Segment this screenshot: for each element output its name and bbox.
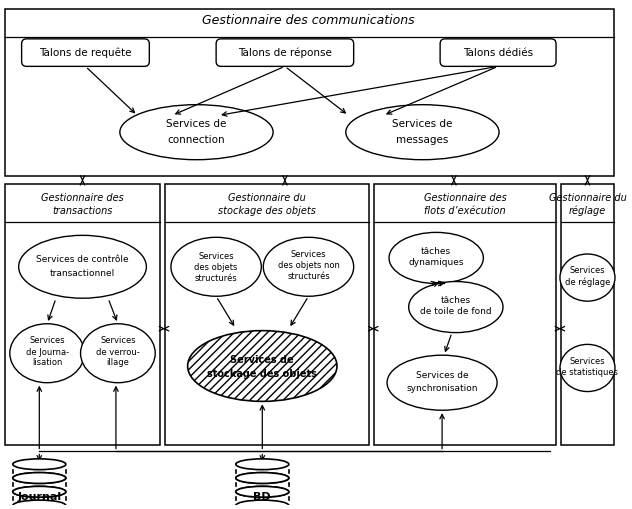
- Text: stockage des objets: stockage des objets: [218, 206, 316, 216]
- Text: Gestionnaire du: Gestionnaire du: [228, 193, 306, 203]
- Text: tâches: tâches: [441, 296, 471, 305]
- Ellipse shape: [13, 459, 66, 470]
- Ellipse shape: [13, 486, 66, 497]
- FancyBboxPatch shape: [216, 39, 354, 66]
- Text: tâches: tâches: [421, 246, 451, 256]
- Text: messages: messages: [396, 135, 449, 145]
- Text: flots d’exécution: flots d’exécution: [424, 206, 506, 216]
- Ellipse shape: [19, 235, 147, 298]
- Ellipse shape: [236, 472, 289, 484]
- Text: de verrou-: de verrou-: [96, 348, 140, 357]
- Text: Gestionnaire des communications: Gestionnaire des communications: [202, 14, 415, 26]
- Ellipse shape: [13, 500, 66, 509]
- Text: Services de contrôle: Services de contrôle: [36, 256, 129, 264]
- Ellipse shape: [236, 459, 289, 470]
- Ellipse shape: [120, 105, 273, 160]
- Text: de réglage: de réglage: [565, 278, 610, 287]
- Text: de statistiques: de statistiques: [557, 369, 619, 377]
- Bar: [5, 9, 614, 177]
- Ellipse shape: [560, 345, 615, 391]
- Text: Services: Services: [291, 250, 326, 260]
- Text: Gestionnaire des: Gestionnaire des: [41, 193, 124, 203]
- Text: Journal: Journal: [17, 492, 61, 502]
- Ellipse shape: [13, 472, 66, 484]
- Text: BD: BD: [253, 492, 271, 502]
- Ellipse shape: [389, 233, 483, 284]
- Ellipse shape: [236, 486, 289, 497]
- Text: lisation: lisation: [32, 358, 63, 366]
- Text: réglage: réglage: [569, 206, 606, 216]
- Text: Services: Services: [569, 357, 605, 365]
- Text: de toile de fond: de toile de fond: [420, 307, 492, 317]
- Text: structurés: structurés: [287, 272, 330, 281]
- Ellipse shape: [188, 331, 337, 402]
- Ellipse shape: [409, 281, 503, 332]
- FancyBboxPatch shape: [440, 39, 556, 66]
- Text: des objets: des objets: [195, 263, 238, 272]
- Text: Services de: Services de: [166, 119, 227, 129]
- Ellipse shape: [13, 486, 66, 497]
- Text: Services de: Services de: [416, 372, 468, 380]
- Ellipse shape: [387, 355, 497, 410]
- Text: connection: connection: [167, 135, 225, 145]
- Text: synchronisation: synchronisation: [406, 384, 478, 393]
- Text: transactionnel: transactionnel: [50, 269, 115, 278]
- Text: Services: Services: [569, 266, 605, 275]
- Ellipse shape: [346, 105, 499, 160]
- Ellipse shape: [560, 254, 615, 301]
- Text: de Journa-: de Journa-: [25, 348, 69, 357]
- Text: Services: Services: [29, 336, 65, 345]
- Ellipse shape: [80, 324, 155, 383]
- Text: Services: Services: [100, 336, 136, 345]
- Ellipse shape: [236, 486, 289, 497]
- Text: transactions: transactions: [52, 206, 112, 216]
- Ellipse shape: [171, 237, 261, 296]
- Text: Gestionnaire du: Gestionnaire du: [549, 193, 626, 203]
- Text: Talons dédiés: Talons dédiés: [463, 48, 533, 58]
- Text: dynamiques: dynamiques: [408, 259, 464, 267]
- Text: stockage des objets: stockage des objets: [207, 369, 317, 379]
- Text: Talons de requête: Talons de requête: [39, 47, 131, 58]
- Text: Gestionnaire des: Gestionnaire des: [424, 193, 506, 203]
- Text: structurés: structurés: [195, 274, 238, 283]
- Text: des objets non: des objets non: [277, 261, 339, 270]
- Bar: [561, 184, 614, 444]
- Text: Services de: Services de: [231, 355, 294, 365]
- Bar: [5, 184, 160, 444]
- Bar: [374, 184, 556, 444]
- Text: Services: Services: [198, 252, 234, 262]
- Text: Services de: Services de: [392, 119, 453, 129]
- Ellipse shape: [236, 500, 289, 509]
- Ellipse shape: [264, 237, 354, 296]
- FancyBboxPatch shape: [21, 39, 149, 66]
- Bar: [165, 184, 369, 444]
- Ellipse shape: [10, 324, 85, 383]
- Text: Talons de réponse: Talons de réponse: [238, 47, 332, 58]
- Text: illage: illage: [106, 358, 130, 366]
- Ellipse shape: [236, 472, 289, 484]
- Ellipse shape: [13, 472, 66, 484]
